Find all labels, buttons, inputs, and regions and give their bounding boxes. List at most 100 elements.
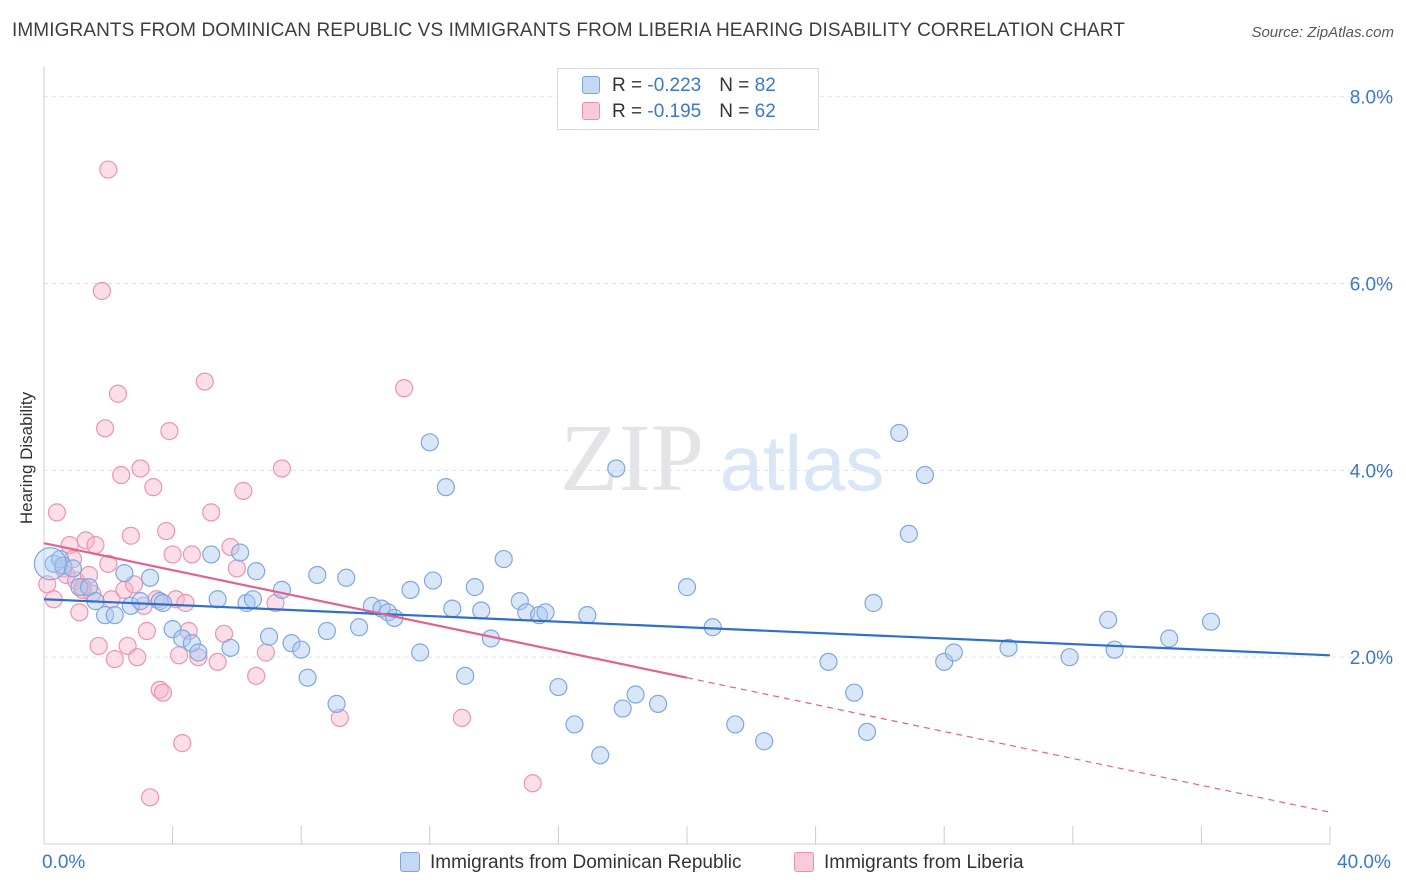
- point-dominican: [1105, 640, 1124, 659]
- point-dominican: [121, 596, 140, 615]
- point-dominican: [349, 618, 369, 637]
- point-liberia: [70, 603, 89, 622]
- point-dominican: [626, 685, 645, 704]
- point-dominican: [1201, 612, 1221, 631]
- point-dominican: [591, 746, 610, 765]
- point-liberia: [247, 666, 266, 685]
- point-dominican: [857, 722, 877, 742]
- point-dominican: [1060, 648, 1079, 667]
- point-dominican: [549, 677, 568, 697]
- point-dominican: [510, 592, 529, 611]
- point-dominican: [465, 578, 484, 597]
- point-liberia: [227, 559, 246, 578]
- point-liberia: [121, 526, 140, 545]
- point-liberia: [105, 649, 124, 669]
- legend-r-value: -0.223: [647, 75, 702, 96]
- point-liberia: [95, 419, 115, 438]
- point-liberia: [128, 648, 147, 667]
- point-liberia: [153, 683, 173, 702]
- point-dominican: [282, 634, 301, 653]
- y-tick-label: 4.0%: [1350, 461, 1393, 482]
- bottom-legend-swatch-dominican: [400, 852, 420, 872]
- trend-lines: [43, 542, 1331, 813]
- point-liberia: [89, 636, 108, 656]
- point-dominican: [308, 565, 327, 585]
- watermark-zip: ZIP: [560, 404, 704, 511]
- point-dominican: [864, 593, 883, 613]
- point-dominican: [494, 549, 513, 569]
- point-dominican: [189, 643, 208, 662]
- point-liberia: [523, 774, 542, 793]
- x-tick-label-min: 0.0%: [42, 852, 86, 873]
- point-dominican: [565, 715, 584, 734]
- point-dominican: [221, 638, 240, 657]
- point-liberia: [182, 545, 201, 564]
- point-dominican: [327, 694, 346, 713]
- legend-swatch-dominican: [582, 76, 600, 94]
- point-liberia: [160, 422, 179, 441]
- point-dominican: [298, 668, 317, 687]
- point-liberia: [108, 384, 128, 403]
- point-dominican: [648, 694, 668, 713]
- point-liberia: [169, 646, 189, 665]
- point-dominican: [140, 568, 160, 587]
- point-dominican: [935, 652, 954, 671]
- point-liberia: [202, 503, 221, 522]
- point-liberia: [140, 788, 160, 807]
- point-dominican-large: [33, 547, 68, 581]
- point-liberia: [256, 643, 275, 662]
- point-liberia: [163, 545, 182, 564]
- point-dominican: [208, 590, 227, 609]
- bottom-legend-liberia: Immigrants from Liberia: [794, 852, 1024, 874]
- series-liberia-points: [38, 160, 542, 807]
- point-dominican: [70, 578, 89, 597]
- point-dominican: [726, 715, 745, 734]
- point-dominican: [115, 563, 134, 583]
- point-liberia: [330, 708, 349, 727]
- legend-row-liberia: R = -0.195 N = 62: [582, 101, 776, 125]
- point-dominican: [131, 592, 150, 611]
- point-dominican: [420, 433, 439, 452]
- chart-title: IMMIGRANTS FROM DOMINICAN REPUBLIC VS IM…: [12, 20, 1125, 41]
- legend-r-label: R =: [612, 101, 648, 122]
- point-dominican: [401, 580, 420, 600]
- legend-n-value: 82: [754, 75, 776, 96]
- point-liberia: [173, 734, 192, 753]
- bottom-legend-label-dominican: Immigrants from Dominican Republic: [430, 852, 742, 873]
- point-dominican: [243, 590, 263, 609]
- point-dominican: [755, 732, 774, 751]
- point-dominican: [536, 603, 555, 622]
- point-liberia: [86, 535, 105, 555]
- point-dominican: [607, 459, 626, 478]
- point-dominican: [423, 571, 443, 590]
- point-dominican: [272, 580, 292, 600]
- point-dominican: [890, 423, 909, 443]
- point-dominican: [845, 683, 864, 702]
- point-dominican: [173, 629, 192, 648]
- point-liberia: [234, 481, 253, 500]
- point-dominican: [999, 638, 1018, 657]
- bottom-legend-label-liberia: Immigrants from Liberia: [824, 852, 1024, 873]
- y-tick-label: 8.0%: [1350, 88, 1393, 109]
- point-dominican: [436, 478, 455, 497]
- point-liberia: [92, 281, 111, 301]
- trend-line-liberia: [43, 542, 688, 679]
- point-dominican: [472, 601, 491, 620]
- point-liberia: [112, 465, 131, 485]
- point-dominican: [819, 652, 838, 671]
- legend-swatch-liberia: [582, 102, 600, 120]
- point-dominican: [105, 606, 124, 625]
- point-dominican: [317, 621, 337, 641]
- legend-n-label: N =: [719, 75, 755, 96]
- point-liberia: [99, 554, 118, 573]
- legend-r-value: -0.195: [647, 101, 702, 122]
- point-liberia: [150, 680, 169, 699]
- point-liberia: [195, 372, 214, 391]
- point-dominican: [95, 606, 115, 625]
- point-liberia: [452, 708, 472, 727]
- point-dominican: [153, 593, 173, 613]
- point-dominican: [411, 643, 430, 662]
- point-liberia: [99, 160, 118, 179]
- point-dominican: [456, 666, 475, 685]
